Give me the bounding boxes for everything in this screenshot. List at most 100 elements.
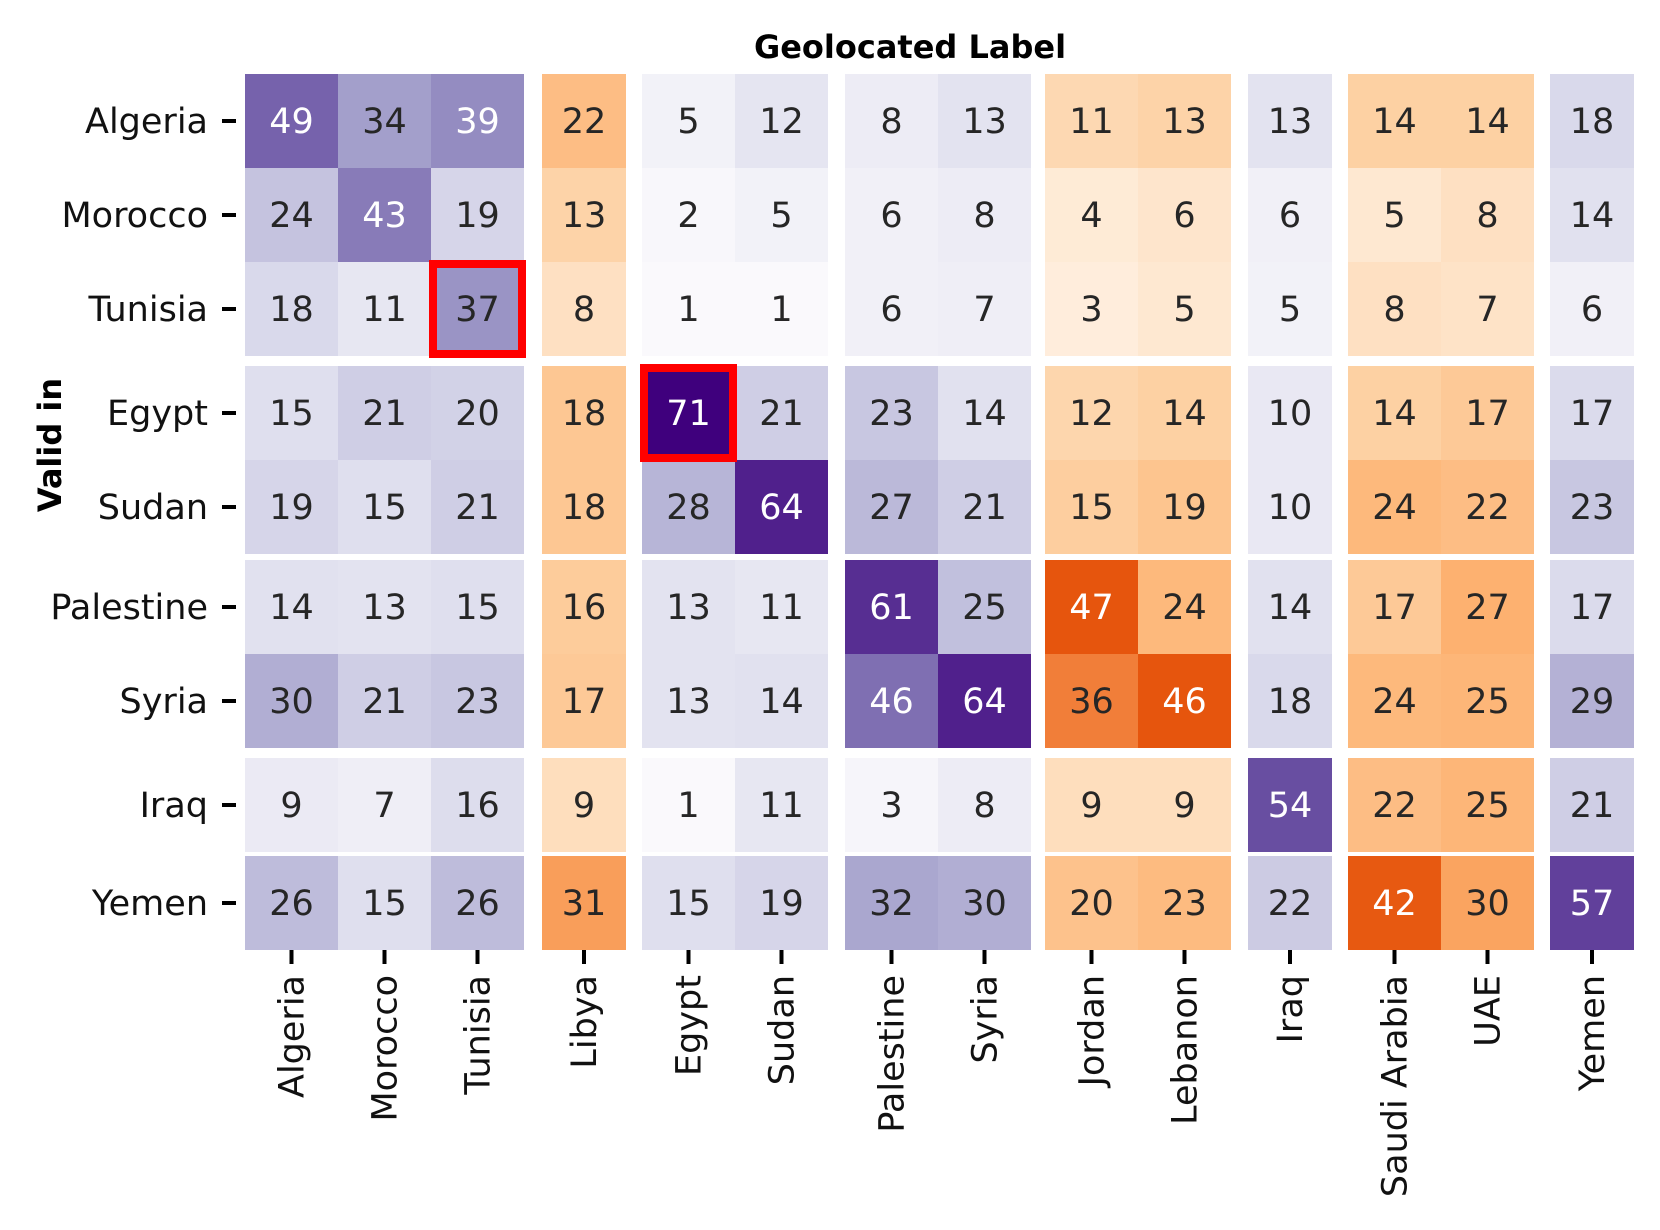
cell-value-label: 13 (962, 102, 1007, 142)
heatmap-cell (1045, 74, 1138, 168)
cell-value-label: 8 (973, 196, 995, 236)
heatmap-cell (245, 262, 338, 356)
heatmap-cell (338, 262, 431, 356)
heatmap-cell (338, 758, 431, 852)
cell-value-label: 15 (1069, 488, 1114, 528)
heatmap-cell (938, 758, 1031, 852)
heatmap-cell (431, 366, 524, 460)
cell-value-label: 24 (1372, 488, 1417, 528)
y-tick-label: Algeria (85, 102, 208, 142)
heatmap-cell (1441, 262, 1534, 356)
heatmap-cell (735, 560, 828, 654)
heatmap-cell (642, 560, 735, 654)
heatmap-cell (431, 168, 524, 262)
cell-value-label: 9 (1173, 786, 1195, 826)
heatmap-cell (542, 168, 626, 262)
cell-value-label: 13 (1268, 102, 1313, 142)
cell-value-label: 5 (1383, 196, 1405, 236)
heatmap-cell (845, 856, 938, 950)
cell-value-label: 21 (759, 394, 804, 434)
cell-value-label: 30 (1465, 884, 1510, 924)
heatmap-cell (1441, 460, 1534, 554)
cell-value-label: 32 (869, 884, 914, 924)
cell-value-label: 3 (880, 786, 902, 826)
y-tick-label: Egypt (107, 394, 208, 434)
heatmap-cell (1138, 758, 1231, 852)
highlight-boxes (429, 260, 737, 462)
heatmap-cell (431, 856, 524, 950)
x-tick-label: Lebanon (1166, 975, 1206, 1125)
heatmap-cell (338, 560, 431, 654)
heatmap-cell (938, 168, 1031, 262)
cell-value-label: 12 (1069, 394, 1114, 434)
heatmap-cell (1441, 856, 1534, 950)
y-axis: Algeria Morocco Tunisia Egypt Sudan Palestine… (50, 102, 236, 924)
cell-value-label: 14 (1570, 196, 1615, 236)
heatmap-cell (735, 262, 828, 356)
cell-value-label: 46 (1162, 682, 1207, 722)
cell-value-label: 25 (1465, 682, 1510, 722)
heatmap-cell (845, 560, 938, 654)
heatmap-cell (1248, 758, 1332, 852)
y-tick-label: Palestine (50, 588, 208, 628)
heatmap-cell (1348, 758, 1441, 852)
cell-value-label: 1 (770, 290, 792, 330)
heatmap-cell (1138, 560, 1231, 654)
heatmap-cell (845, 262, 938, 356)
heatmap-cell (245, 654, 338, 748)
cell-value-label: 22 (562, 102, 607, 142)
cell-value-label: 8 (1476, 196, 1498, 236)
heatmap-cell (542, 460, 626, 554)
heatmap-cell (1441, 366, 1534, 460)
cell-value-label: 21 (1570, 786, 1615, 826)
heatmap-cell (642, 460, 735, 554)
cell-value-label: 23 (455, 682, 500, 722)
cell-value-label: 17 (562, 682, 607, 722)
heatmap-cell (1138, 654, 1231, 748)
cell-value-label: 30 (962, 884, 1007, 924)
heatmap-cell (735, 366, 828, 460)
heatmap-cell (1441, 560, 1534, 654)
heatmap-cell (245, 460, 338, 554)
cell-value-label: 21 (962, 488, 1007, 528)
cell-value-label: 6 (880, 290, 902, 330)
cell-value-label: 26 (269, 884, 314, 924)
cell-value-label: 31 (562, 884, 607, 924)
cell-value-label: 15 (455, 588, 500, 628)
heatmap-cell (735, 758, 828, 852)
heatmap-cell (938, 856, 1031, 950)
heatmap-cell (1550, 74, 1634, 168)
heatmap-cell (431, 654, 524, 748)
heatmap-cell (938, 460, 1031, 554)
heatmap-cell (1045, 758, 1138, 852)
x-tick-label: Algeria (273, 975, 313, 1098)
x-axis: Algeria Morocco Tunisia Libya Egypt Sudan Pale… (273, 950, 1613, 1197)
cell-value-label: 18 (269, 290, 314, 330)
heatmap-cell (1045, 560, 1138, 654)
heatmap-cell (642, 168, 735, 262)
heatmap-cell (642, 262, 735, 356)
heatmap-cell (642, 654, 735, 748)
y-tick-label: Syria (120, 682, 209, 722)
cell-value-label: 34 (362, 102, 407, 142)
heatmap-cell (1248, 654, 1332, 748)
cell-value-label: 28 (666, 488, 711, 528)
cell-value-label: 9 (280, 786, 302, 826)
x-tick-label: Libya (565, 975, 605, 1069)
cell-value-label: 1 (677, 290, 699, 330)
cell-value-label: 20 (1069, 884, 1114, 924)
heatmap-cell (938, 262, 1031, 356)
heatmap-cell (938, 654, 1031, 748)
heatmap-cell (1550, 168, 1634, 262)
heatmap-cell (431, 560, 524, 654)
cell-value-label: 21 (455, 488, 500, 528)
cell-value-label: 15 (666, 884, 711, 924)
cell-value-label: 18 (1570, 102, 1615, 142)
heatmap-cell (735, 654, 828, 748)
x-tick-label: Sudan (763, 975, 803, 1085)
heatmap-cell (735, 460, 828, 554)
heatmap-cell (338, 654, 431, 748)
cell-value-label: 3 (1080, 290, 1102, 330)
heatmap-cell (1550, 758, 1634, 852)
